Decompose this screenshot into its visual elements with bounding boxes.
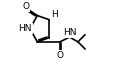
Text: HN: HN xyxy=(18,24,32,33)
Text: HN: HN xyxy=(63,28,76,37)
Text: O: O xyxy=(56,51,63,60)
Text: O: O xyxy=(22,2,29,11)
Text: H: H xyxy=(51,10,58,19)
